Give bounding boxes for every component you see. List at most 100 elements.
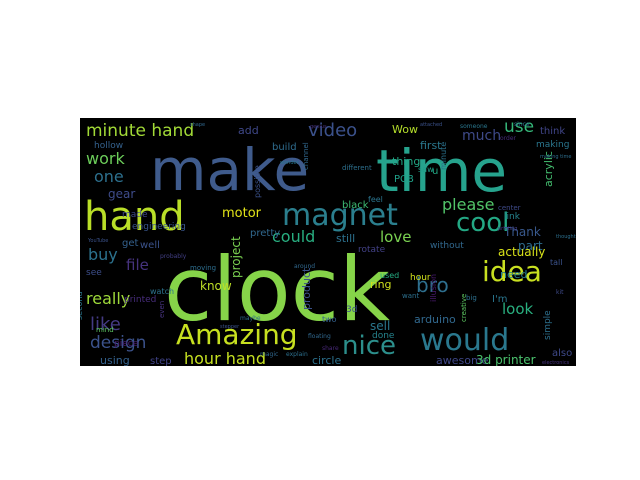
word-electronics: electronics (542, 360, 570, 366)
word-big: big (466, 294, 477, 302)
word-pretty: pretty (250, 228, 280, 239)
word-hollow: hollow (94, 141, 123, 151)
word-thing: thing (392, 155, 420, 168)
word-tall: tall (550, 258, 562, 267)
word-different: different (342, 164, 372, 172)
word-magnet: magnet (282, 198, 398, 233)
word-floating: floating (308, 333, 331, 340)
word-get: get (122, 238, 139, 249)
word-printing: printing (498, 226, 517, 232)
word-channel: channel (302, 142, 310, 170)
word-creative: creative (460, 294, 468, 322)
word-piece: piece (114, 339, 139, 349)
word-love: love (380, 228, 411, 246)
word-share: share (322, 345, 339, 352)
word-part: part (518, 239, 543, 253)
word-probably: probably (160, 253, 187, 260)
word-gear: gear (108, 187, 135, 201)
word-feel: feel (368, 195, 383, 204)
word-stepper: stepper (220, 324, 240, 330)
word-thank: Thank (503, 225, 541, 239)
word-nice: nice (342, 331, 396, 361)
word-youtube: YouTube (87, 238, 108, 244)
word-sell: sell (370, 319, 390, 333)
word-design: design (90, 333, 146, 353)
word-done: done (372, 331, 395, 341)
word-moving: moving (190, 264, 216, 272)
word-saw: saw (418, 165, 434, 174)
word-actually: actually (498, 245, 545, 259)
word-idea: idea (482, 255, 542, 288)
word-like: like (90, 314, 121, 335)
word-add: add (238, 124, 259, 137)
word-motor: motor (222, 206, 262, 221)
word-think: think (540, 126, 565, 137)
word-hour: hour (410, 273, 431, 283)
word-hand: hand (84, 194, 185, 240)
word-also: also (552, 348, 572, 359)
word-ring: ring (370, 278, 392, 291)
word-3d: 3d (346, 305, 357, 315)
word-center: center (498, 204, 521, 212)
word-rotate: rotate (358, 245, 386, 255)
word-build: build (272, 142, 297, 153)
word-even: even (158, 301, 166, 318)
word-step: step (150, 356, 172, 366)
word-buy: buy (88, 245, 118, 264)
word-arduino: arduino (414, 313, 456, 326)
word-time: time (376, 137, 507, 205)
word-much: much (462, 128, 501, 144)
word-bro: bro (416, 273, 449, 297)
word-work: work (86, 149, 125, 168)
word-black: black (342, 200, 369, 211)
word-without: without (430, 241, 464, 251)
word-explain: explain (286, 351, 308, 358)
word-kit: kit (556, 289, 564, 296)
word-order: order (500, 135, 517, 142)
word-product: product (300, 267, 313, 310)
word-use: use (504, 118, 534, 137)
word-minute: minute (439, 142, 448, 170)
word-link: link (504, 212, 521, 222)
word-first: first (420, 139, 442, 152)
word-magic: magic (260, 351, 278, 358)
word-attached: attached (420, 122, 442, 128)
word-3d-printer: 3d printer (476, 353, 536, 366)
word-used: used (380, 271, 399, 280)
word-cloud: make time clock hand magnet Amazing would idea c… (80, 118, 576, 366)
word-could: could (272, 227, 315, 246)
word-awesome: awesome (436, 354, 489, 366)
word-see: see (86, 268, 102, 278)
word-around: around (294, 263, 315, 270)
word-would: would (420, 323, 509, 358)
word-video: video (308, 120, 357, 141)
word-circle: circle (312, 354, 341, 366)
word-please: please (442, 195, 494, 214)
word-want: want (402, 292, 419, 300)
word-engineering: engineering (132, 222, 186, 232)
word-watch: watch (150, 287, 174, 296)
word-making-time: making time (540, 154, 571, 160)
word-made: made (122, 210, 148, 220)
word-since: since (514, 121, 530, 128)
word-thought: thought (556, 234, 576, 240)
word-still: still (336, 232, 355, 245)
word-project: project (229, 236, 243, 278)
word-wonder: wonder (280, 160, 300, 166)
word-acrylic: acrylic (542, 151, 555, 187)
word-using: using (100, 354, 130, 366)
word-i-m: I'm (492, 294, 507, 305)
word-minute-hand: minute hand (86, 121, 194, 141)
word-u: u (432, 166, 438, 177)
word-one: one (94, 167, 124, 186)
word-shape: shape (190, 122, 205, 128)
word-need: need (500, 268, 528, 281)
word-hour-hand: hour hand (184, 349, 266, 366)
word-possible: possible (253, 165, 262, 198)
word-make: make (150, 136, 309, 204)
word-pcb: PCB (394, 174, 414, 185)
word-second: second (80, 291, 84, 320)
word-someone: someone (460, 123, 488, 130)
word-amazing: Amazing (176, 318, 298, 351)
